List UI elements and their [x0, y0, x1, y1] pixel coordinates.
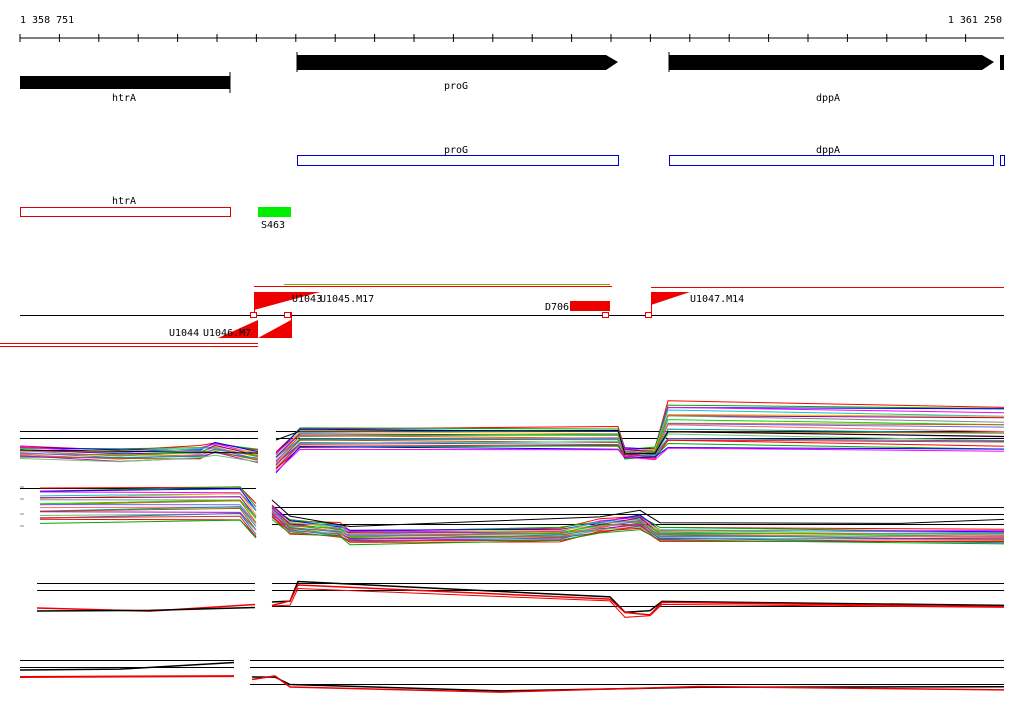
- transcript-start: [651, 292, 690, 305]
- site-marker: [284, 312, 291, 318]
- expression-trace: [271, 505, 1005, 533]
- expression-trace: [19, 441, 259, 453]
- site-marker: [250, 312, 257, 318]
- expression-trace: [39, 519, 257, 539]
- expression-trace: [275, 429, 1005, 455]
- expression-trace: [271, 513, 1005, 541]
- expression-trace: [39, 492, 257, 516]
- cds-label: htrA: [112, 196, 136, 207]
- expression-trace: [39, 511, 257, 531]
- expression-trace: [19, 449, 259, 454]
- ruler-end: 1 361 250: [948, 15, 1002, 26]
- gene-arrow: [297, 55, 618, 70]
- site-marker: [602, 312, 609, 318]
- expression-trace: [271, 587, 1005, 618]
- expression-trace: [39, 500, 257, 523]
- expression-trace: [19, 675, 235, 678]
- expression-trace: [39, 506, 257, 527]
- transcript-label: U1046.M7: [203, 328, 251, 339]
- gene-label: proG: [444, 81, 468, 92]
- gene-bar: [1000, 55, 1004, 70]
- ruler-start: 1 358 751: [20, 15, 74, 26]
- cds-box: [1000, 155, 1005, 166]
- cds-label: proG: [444, 145, 468, 156]
- transcript-label: U1047.M14: [690, 294, 744, 305]
- expression-trace: [19, 448, 259, 460]
- gene-label: dppA: [816, 93, 840, 104]
- transcript-start: [254, 292, 320, 310]
- cds-label: dppA: [816, 145, 840, 156]
- transcript-start: [284, 292, 320, 300]
- expression-trace: [39, 515, 257, 538]
- site-marker: [645, 312, 652, 318]
- cds-box: [669, 155, 994, 166]
- expression-trace: [19, 450, 259, 461]
- expression-trace: [39, 507, 257, 531]
- expression-tracks: [19, 400, 1005, 693]
- transcript-end: [258, 320, 291, 338]
- expression-trace: [271, 506, 1005, 533]
- expression-trace: [39, 496, 257, 518]
- expression-trace: [271, 514, 1005, 541]
- transcript-end: [218, 320, 258, 338]
- transcript-label: U1045.M17: [320, 294, 374, 305]
- expression-trace: [275, 445, 1005, 474]
- transcript-label: D706: [545, 302, 569, 313]
- expression-trace: [271, 511, 1005, 538]
- expression-trace: [271, 499, 1005, 528]
- cds-box: [20, 207, 231, 217]
- expression-trace: [271, 580, 1005, 614]
- cds-box: [297, 155, 619, 166]
- expression-trace: [271, 584, 1005, 616]
- transcript-box: [570, 301, 610, 311]
- expression-trace: [39, 499, 257, 519]
- feature-label: S463: [261, 220, 285, 231]
- gene-bar: [20, 76, 230, 89]
- expression-trace: [36, 606, 256, 612]
- expression-trace: [271, 519, 1005, 546]
- gene-label: htrA: [112, 93, 136, 104]
- feature-box: [258, 207, 291, 217]
- expression-trace: [275, 447, 1005, 472]
- expression-trace: [271, 511, 1005, 538]
- transcript-label: U1044: [169, 328, 199, 339]
- expression-trace: [19, 661, 235, 671]
- expression-trace: [19, 454, 259, 463]
- gene-arrow: [669, 55, 994, 70]
- expression-trace: [251, 675, 1005, 693]
- expression-trace: [39, 488, 257, 511]
- expression-trace: [271, 509, 1005, 536]
- expression-trace: [271, 517, 1005, 544]
- expression-trace: [39, 491, 257, 511]
- expression-trace: [39, 486, 257, 508]
- expression-trace: [39, 512, 257, 535]
- transcript-label: U1043: [292, 294, 322, 305]
- ruler-ticks: [19, 34, 967, 42]
